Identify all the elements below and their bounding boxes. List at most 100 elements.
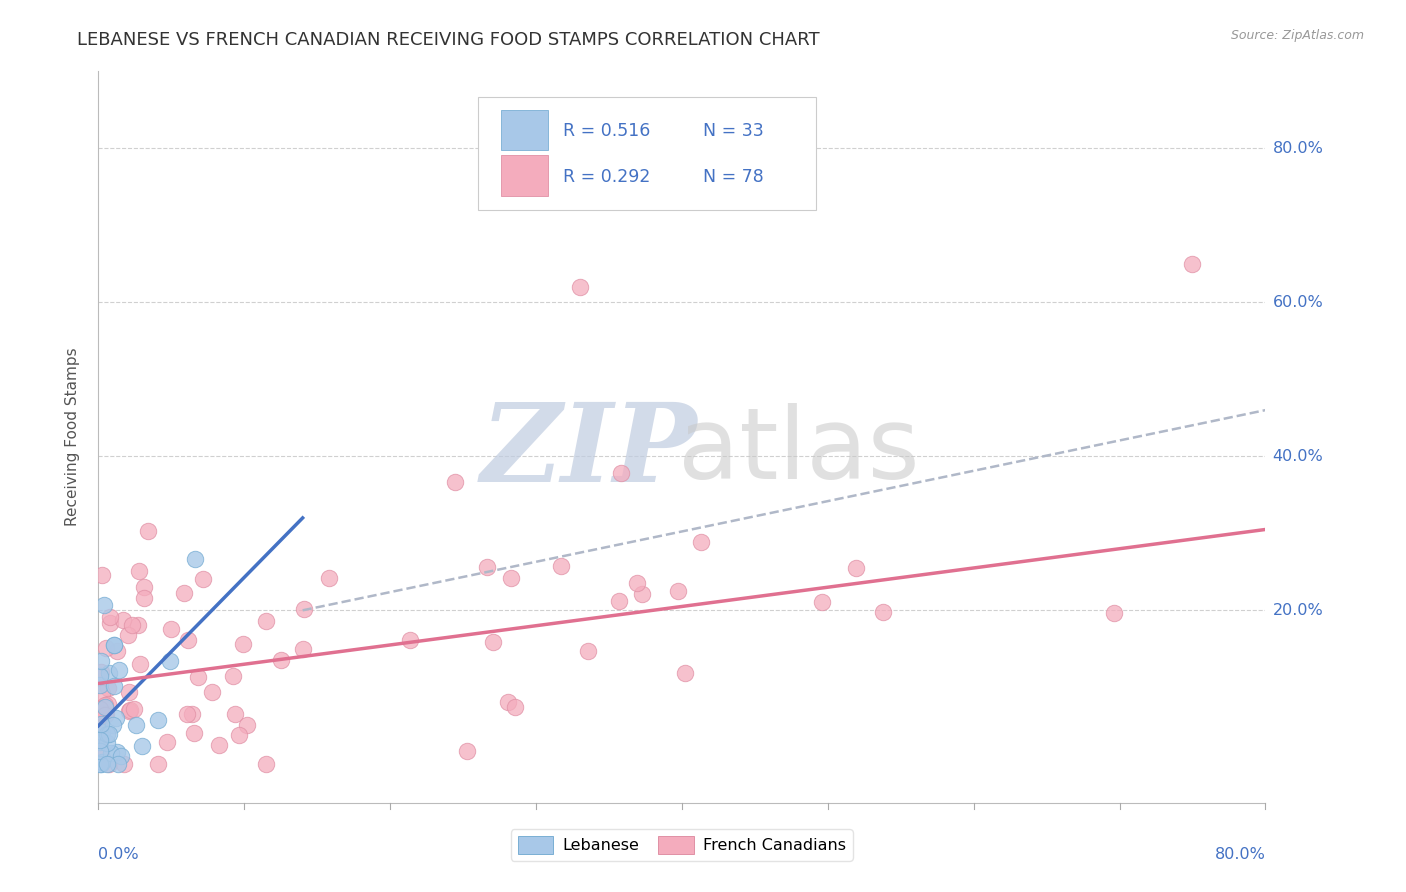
- Point: [98, 665, 121, 680]
- Y-axis label: Receiving Food Stamps: Receiving Food Stamps: [65, 348, 80, 526]
- Text: 80.0%: 80.0%: [1215, 847, 1265, 862]
- Point: [235, 718, 257, 732]
- Point: [94, 707, 117, 722]
- Point: [146, 756, 169, 771]
- Point: [1181, 257, 1204, 271]
- Point: [201, 684, 224, 698]
- Point: [97, 697, 120, 711]
- Point: [292, 602, 315, 616]
- Point: [505, 700, 527, 714]
- Point: [90, 756, 112, 771]
- Text: atlas: atlas: [678, 403, 920, 500]
- Point: [690, 535, 713, 549]
- Point: [118, 703, 141, 717]
- Point: [98, 610, 121, 624]
- Text: 20.0%: 20.0%: [1272, 603, 1323, 618]
- Point: [89, 716, 111, 731]
- Point: [176, 707, 198, 722]
- Point: [105, 745, 128, 759]
- Point: [93, 599, 115, 613]
- Point: [183, 725, 205, 739]
- Point: [183, 551, 205, 566]
- Point: [96, 756, 118, 771]
- Point: [127, 618, 149, 632]
- Point: [221, 669, 243, 683]
- Point: [91, 686, 114, 700]
- Text: 0.0%: 0.0%: [98, 847, 139, 862]
- Point: [103, 638, 125, 652]
- Point: [631, 587, 654, 601]
- Point: [96, 727, 118, 741]
- Point: [568, 280, 591, 294]
- Point: [107, 756, 129, 771]
- Point: [94, 708, 117, 723]
- Point: [128, 564, 150, 578]
- Point: [208, 738, 231, 752]
- Point: [90, 755, 112, 769]
- Point: [89, 756, 111, 771]
- Point: [118, 685, 141, 699]
- Point: [673, 665, 696, 680]
- Text: N = 78: N = 78: [703, 168, 763, 186]
- Point: [103, 679, 125, 693]
- Point: [96, 736, 118, 750]
- Point: [97, 681, 120, 695]
- Point: [626, 575, 648, 590]
- Point: [93, 698, 115, 712]
- Point: [444, 475, 467, 489]
- Point: [191, 573, 214, 587]
- Point: [89, 716, 111, 731]
- Point: [107, 664, 129, 678]
- Point: [90, 665, 112, 679]
- Point: [666, 584, 689, 599]
- Bar: [501, 110, 548, 151]
- Text: Source: ZipAtlas.com: Source: ZipAtlas.com: [1230, 29, 1364, 42]
- Point: [187, 670, 209, 684]
- Point: [498, 695, 520, 709]
- Text: R = 0.516: R = 0.516: [562, 122, 650, 140]
- Point: [550, 559, 572, 574]
- Point: [90, 567, 112, 582]
- Text: LEBANESE VS FRENCH CANADIAN RECEIVING FOOD STAMPS CORRELATION CHART: LEBANESE VS FRENCH CANADIAN RECEIVING FO…: [77, 31, 820, 49]
- Point: [89, 669, 111, 683]
- Point: [456, 744, 478, 758]
- Point: [89, 735, 111, 749]
- Point: [576, 644, 599, 658]
- Point: [97, 756, 120, 771]
- Point: [173, 586, 195, 600]
- Point: [224, 706, 246, 721]
- Point: [477, 560, 499, 574]
- Point: [155, 734, 177, 748]
- Point: [228, 728, 250, 742]
- Point: [160, 622, 183, 636]
- Point: [181, 706, 204, 721]
- Point: [100, 747, 122, 761]
- Point: [270, 653, 292, 667]
- FancyBboxPatch shape: [478, 97, 815, 211]
- Text: 40.0%: 40.0%: [1272, 449, 1323, 464]
- Point: [610, 467, 633, 481]
- Point: [112, 756, 135, 771]
- Point: [129, 657, 152, 671]
- Point: [101, 718, 124, 732]
- Point: [94, 640, 117, 655]
- Point: [136, 524, 159, 538]
- Point: [177, 632, 200, 647]
- Point: [89, 702, 111, 716]
- Point: [89, 733, 111, 747]
- Point: [501, 571, 523, 585]
- Point: [291, 642, 314, 657]
- Point: [159, 654, 181, 668]
- Text: R = 0.292: R = 0.292: [562, 168, 650, 186]
- Point: [122, 702, 145, 716]
- Point: [132, 580, 155, 594]
- Point: [89, 678, 111, 692]
- Point: [872, 605, 894, 619]
- Bar: [501, 155, 548, 195]
- Point: [232, 637, 254, 651]
- Point: [110, 749, 132, 764]
- Text: ZIP: ZIP: [481, 398, 697, 506]
- Point: [104, 711, 127, 725]
- Point: [254, 756, 277, 771]
- Point: [89, 744, 111, 758]
